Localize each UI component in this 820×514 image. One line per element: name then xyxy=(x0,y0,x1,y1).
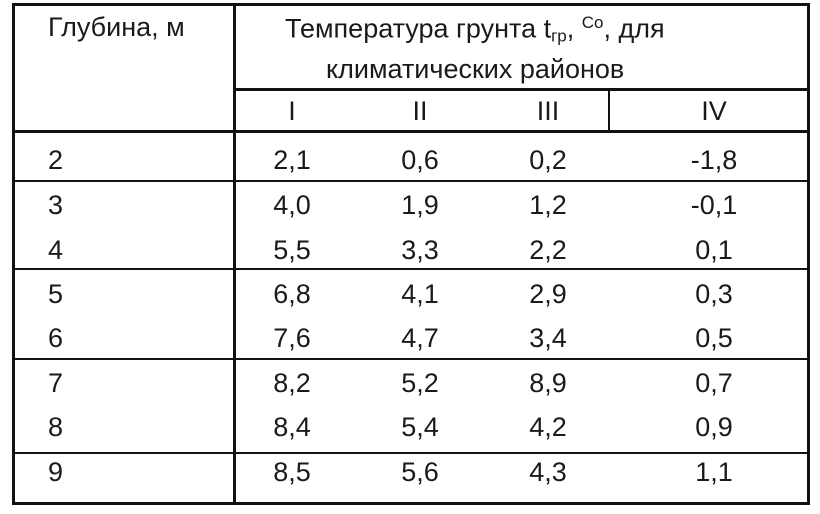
temperature-cell: 4,2 xyxy=(529,412,567,442)
district-iv-divider xyxy=(608,88,610,132)
row-group-rule-2 xyxy=(12,268,810,270)
temperature-cell: 1,1 xyxy=(695,457,733,487)
temperature-cell: 0,3 xyxy=(695,279,733,309)
temperature-cell: 4,3 xyxy=(529,457,567,487)
temperature-cell: 5,2 xyxy=(401,368,439,398)
temperature-cell: 2,9 xyxy=(529,279,567,309)
temperature-cell: 0,7 xyxy=(695,368,733,398)
temperature-cell: 8,5 xyxy=(273,457,311,487)
temperature-cell: 4,0 xyxy=(273,190,311,220)
depth-cell: 7 xyxy=(48,368,64,398)
temperature-unit-superscript: Со xyxy=(581,13,604,32)
depth-cell: 9 xyxy=(48,457,64,487)
temperature-cell: 4,7 xyxy=(401,323,439,353)
temperature-cell: 7,6 xyxy=(273,323,311,353)
district-i-header: I xyxy=(288,96,296,126)
district-header-rule xyxy=(233,88,810,91)
depth-cell: 4 xyxy=(48,235,64,265)
temperature-cell: 1,2 xyxy=(529,190,567,220)
temperature-cell: 8,2 xyxy=(273,368,311,398)
temperature-cell: 3,3 xyxy=(401,235,439,265)
temperature-header-line1: Температура грунта tгр, Со, для xyxy=(285,14,665,45)
depth-cell: 6 xyxy=(48,323,64,353)
depth-column-divider xyxy=(233,3,236,505)
temperature-subscript: гр xyxy=(551,26,567,46)
temperature-cell: 0,9 xyxy=(695,412,733,442)
temperature-header-main: Температура грунта t xyxy=(285,13,552,44)
temperature-cell: 5,5 xyxy=(273,235,311,265)
depth-cell: 3 xyxy=(48,190,64,220)
temperature-cell: 6,8 xyxy=(273,279,311,309)
depth-cell: 5 xyxy=(48,279,64,309)
depth-cell: 8 xyxy=(48,412,64,442)
temperature-header-line2: климатических районов xyxy=(326,54,625,84)
row-group-rule-1 xyxy=(12,180,810,182)
temperature-cell: 4,1 xyxy=(401,279,439,309)
temperature-cell: -1,8 xyxy=(690,145,738,175)
temperature-cell: 1,9 xyxy=(401,190,439,220)
depth-cell: 2 xyxy=(48,145,64,175)
district-iv-header: IV xyxy=(701,96,727,126)
soil-temperature-table xyxy=(12,3,810,505)
temperature-cell: 5,6 xyxy=(401,457,439,487)
temperature-cell: 0,2 xyxy=(529,145,567,175)
temperature-cell: 8,9 xyxy=(529,368,567,398)
depth-column-header: Глубина, м xyxy=(48,12,185,42)
temperature-cell: 5,4 xyxy=(401,412,439,442)
row-group-rule-4 xyxy=(12,452,810,454)
temperature-cell: 0,6 xyxy=(401,145,439,175)
temperature-cell: 0,1 xyxy=(695,235,733,265)
temperature-cell: 2,1 xyxy=(273,145,311,175)
temperature-cell: -0,1 xyxy=(690,190,738,220)
temperature-header-tail: , для xyxy=(603,13,665,44)
district-iii-header: III xyxy=(536,96,560,126)
temperature-cell: 8,4 xyxy=(273,412,311,442)
temperature-cell: 2,2 xyxy=(529,235,567,265)
header-bottom-rule xyxy=(12,130,810,133)
temperature-cell: 0,5 xyxy=(695,323,733,353)
row-group-rule-3 xyxy=(12,358,810,360)
district-ii-header: II xyxy=(412,96,428,126)
temperature-cell: 3,4 xyxy=(529,323,567,353)
temperature-header-comma: , xyxy=(566,13,575,44)
